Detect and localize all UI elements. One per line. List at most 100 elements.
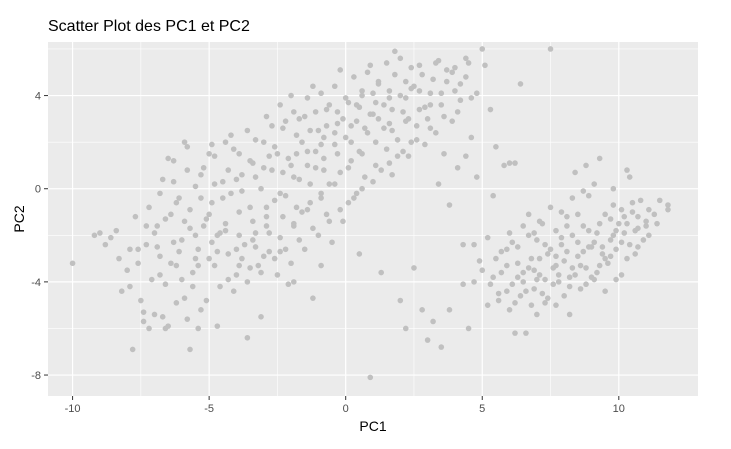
scatter-point bbox=[621, 230, 628, 236]
scatter-point bbox=[168, 211, 174, 218]
scatter-point bbox=[479, 267, 486, 274]
scatter-point bbox=[310, 295, 316, 301]
scatter-point bbox=[318, 195, 324, 201]
scatter-point bbox=[372, 139, 379, 145]
scatter-point bbox=[318, 141, 324, 148]
scatter-point bbox=[512, 300, 518, 306]
scatter-point bbox=[446, 202, 453, 208]
scatter-point bbox=[561, 258, 567, 264]
scatter-point bbox=[449, 69, 456, 76]
scatter-point bbox=[337, 206, 344, 213]
scatter-point bbox=[211, 153, 218, 159]
scatter-point bbox=[460, 241, 466, 248]
scatter-point bbox=[452, 64, 458, 71]
scatter-point bbox=[241, 241, 248, 248]
scatter-point bbox=[321, 134, 327, 141]
scatter-point bbox=[400, 148, 406, 155]
scatter-point bbox=[504, 288, 510, 294]
scatter-point bbox=[517, 293, 524, 299]
scatter-point bbox=[187, 225, 193, 232]
scatter-point bbox=[572, 169, 578, 176]
scatter-point bbox=[195, 246, 202, 253]
scatter-point bbox=[285, 281, 292, 288]
scatter-point bbox=[288, 92, 294, 99]
scatter-point bbox=[512, 330, 518, 336]
scatter-point bbox=[187, 206, 193, 213]
scatter-point bbox=[514, 244, 521, 250]
scatter-point bbox=[550, 281, 557, 288]
scatter-point bbox=[362, 174, 368, 180]
scatter-point bbox=[307, 181, 313, 187]
scatter-point bbox=[176, 248, 182, 255]
scatter-point bbox=[326, 218, 333, 225]
scatter-point bbox=[457, 81, 464, 87]
scatter-point bbox=[299, 209, 305, 215]
scatter-point bbox=[219, 195, 226, 201]
scatter-point bbox=[613, 246, 619, 253]
scatter-point bbox=[585, 192, 592, 199]
scatter-point bbox=[372, 99, 379, 106]
scatter-point bbox=[310, 225, 316, 232]
scatter-point bbox=[629, 199, 636, 206]
scatter-point bbox=[225, 167, 232, 173]
scatter-point bbox=[427, 102, 434, 108]
scatter-point bbox=[525, 232, 532, 239]
scatter-point bbox=[610, 185, 617, 192]
scatter-point bbox=[386, 120, 393, 127]
scatter-point bbox=[209, 239, 215, 246]
scatter-point bbox=[561, 293, 567, 299]
scatter-point bbox=[443, 67, 450, 73]
scatter-point bbox=[260, 139, 267, 145]
scatter-point bbox=[285, 155, 292, 162]
scatter-point bbox=[463, 153, 469, 159]
scatter-point bbox=[127, 283, 133, 290]
scatter-point bbox=[271, 255, 278, 262]
scatter-point bbox=[159, 314, 166, 320]
scatter-point bbox=[225, 251, 232, 257]
scatter-point bbox=[583, 265, 589, 271]
scatter-point bbox=[506, 160, 513, 166]
scatter-point bbox=[569, 232, 576, 239]
scatter-point bbox=[566, 274, 573, 281]
scatter-point bbox=[613, 276, 619, 283]
scatter-point bbox=[132, 213, 139, 220]
scatter-point bbox=[359, 185, 365, 192]
scatter-point bbox=[219, 178, 226, 185]
scatter-point bbox=[252, 174, 259, 180]
x-axis-title: PC1 bbox=[359, 418, 386, 434]
scatter-point bbox=[531, 267, 537, 274]
scatter-point bbox=[315, 127, 322, 134]
scatter-point bbox=[348, 139, 354, 145]
scatter-point bbox=[239, 255, 245, 262]
scatter-point bbox=[498, 269, 505, 276]
scatter-point bbox=[378, 269, 384, 276]
scatter-point bbox=[427, 125, 434, 131]
scatter-point bbox=[244, 127, 251, 134]
scatter-point bbox=[473, 174, 480, 180]
scatter-point bbox=[424, 337, 431, 343]
scatter-point bbox=[542, 300, 548, 306]
scatter-point bbox=[277, 102, 283, 108]
scatter-point bbox=[162, 216, 169, 222]
scatter-point bbox=[135, 246, 141, 253]
scatter-point bbox=[501, 162, 507, 169]
scatter-point bbox=[304, 206, 311, 213]
scatter-point bbox=[367, 62, 374, 69]
scatter-point bbox=[236, 262, 242, 269]
chart-title: Scatter Plot des PC1 et PC2 bbox=[48, 18, 250, 35]
scatter-point bbox=[558, 241, 565, 248]
scatter-point bbox=[266, 153, 273, 159]
scatter-point bbox=[127, 246, 133, 253]
scatter-point bbox=[517, 81, 524, 87]
scatter-point bbox=[596, 262, 603, 269]
scatter-point bbox=[310, 83, 316, 90]
scatter-point bbox=[438, 102, 445, 108]
scatter-point bbox=[383, 60, 390, 66]
scatter-point bbox=[575, 211, 581, 218]
scatter-point bbox=[651, 211, 658, 218]
scatter-point bbox=[269, 123, 275, 129]
scatter-point bbox=[271, 144, 278, 150]
scatter-point bbox=[397, 92, 404, 99]
scatter-point bbox=[97, 230, 103, 236]
scatter-point bbox=[315, 232, 322, 239]
